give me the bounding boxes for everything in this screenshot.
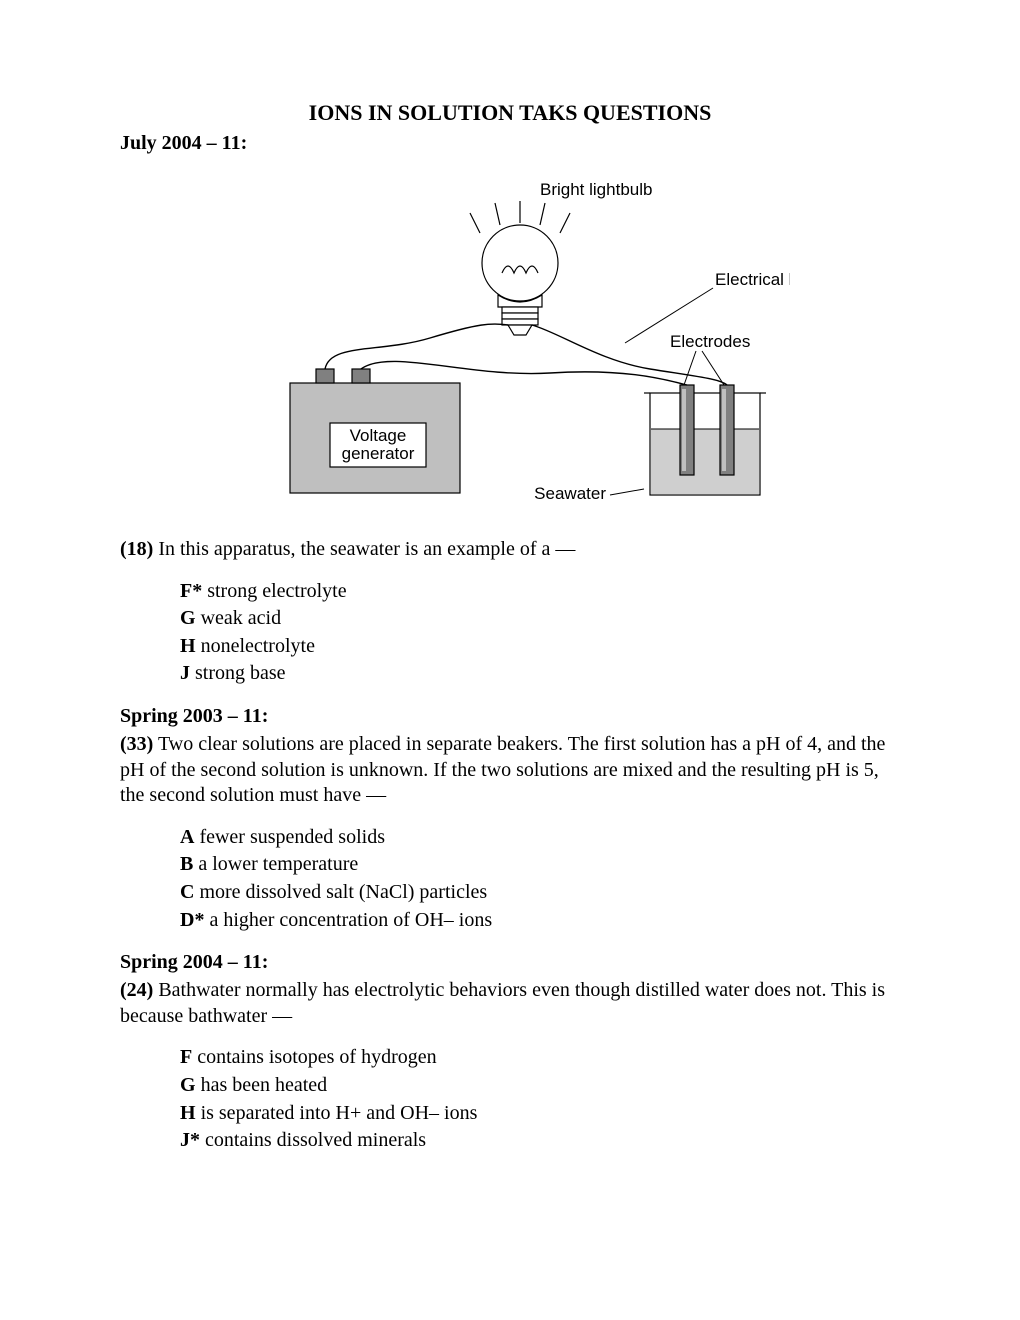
q1-option-h: H nonelectrolyte	[180, 634, 900, 660]
q1-option-f: F* strong electrolyte	[180, 579, 900, 605]
q3-option-g: G has been heated	[180, 1073, 900, 1099]
q2-header: Spring 2003 – 11:	[120, 705, 900, 728]
q2-option-d: D* a higher concentration of OH– ions	[180, 908, 900, 934]
q2-stem-text: Two clear solutions are placed in separa…	[120, 733, 885, 806]
seawater-label: Seawater	[534, 484, 606, 503]
apparatus-svg: Bright lightbulb Voltage generator	[230, 173, 790, 513]
bulb-glass-icon	[482, 225, 558, 301]
q2-options: A fewer suspended solids B a lower tempe…	[180, 825, 900, 933]
beaker-icon	[644, 393, 766, 495]
q3-number: (24)	[120, 979, 153, 1001]
q2-option-b: B a lower temperature	[180, 852, 900, 878]
electrodes-label: Electrodes	[670, 332, 750, 351]
q1-option-j: J strong base	[180, 661, 900, 687]
q3-stem: (24) Bathwater normally has electrolytic…	[120, 978, 900, 1029]
page-title: IONS IN SOLUTION TAKS QUESTIONS	[120, 100, 900, 126]
q3-option-f: F contains isotopes of hydrogen	[180, 1045, 900, 1071]
q1-stem: (18) In this apparatus, the seawater is …	[120, 537, 900, 563]
q2-number: (33)	[120, 733, 153, 755]
q1-stem-text: In this apparatus, the seawater is an ex…	[153, 538, 575, 560]
q3-stem-text: Bathwater normally has electrolytic beha…	[120, 979, 885, 1027]
leads-label: Electrical leads	[715, 270, 790, 289]
q1-header: July 2004 – 11:	[120, 132, 900, 155]
generator-label-1: Voltage	[350, 426, 407, 445]
q1-number: (18)	[120, 538, 153, 560]
generator-label-2: generator	[342, 444, 415, 463]
q3-options: F contains isotopes of hydrogen G has be…	[180, 1045, 900, 1153]
apparatus-diagram: Bright lightbulb Voltage generator	[120, 173, 900, 513]
q1-options: F* strong electrolyte G weak acid H none…	[180, 579, 900, 687]
q2-option-c: C more dissolved salt (NaCl) particles	[180, 880, 900, 906]
q2-option-a: A fewer suspended solids	[180, 825, 900, 851]
page: IONS IN SOLUTION TAKS QUESTIONS July 200…	[0, 0, 1020, 1320]
q3-header: Spring 2004 – 11:	[120, 951, 900, 974]
bulb-label: Bright lightbulb	[540, 180, 652, 199]
q2-stem: (33) Two clear solutions are placed in s…	[120, 732, 900, 809]
q1-option-g: G weak acid	[180, 606, 900, 632]
q3-option-h: H is separated into H+ and OH– ions	[180, 1101, 900, 1127]
q3-option-j: J* contains dissolved minerals	[180, 1128, 900, 1154]
